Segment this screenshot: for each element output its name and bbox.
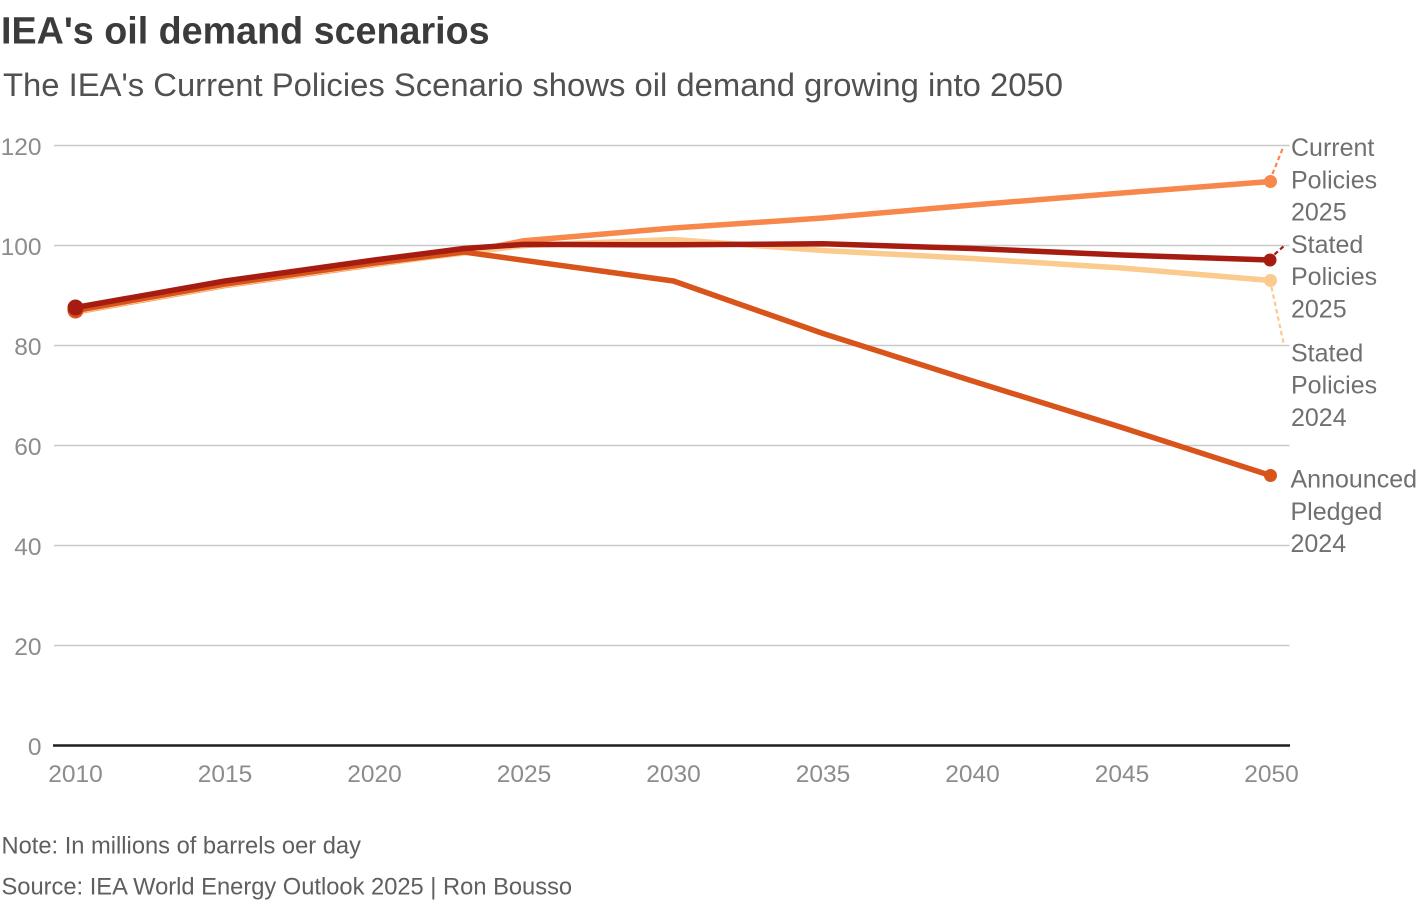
svg-text:2050: 2050 xyxy=(1244,761,1299,788)
svg-text:IEA's oil demand scenarios: IEA's oil demand scenarios xyxy=(1,10,490,52)
svg-text:20: 20 xyxy=(14,634,41,661)
svg-text:The IEA's Current Policies Sce: The IEA's Current Policies Scenario show… xyxy=(3,66,1063,103)
svg-text:2030: 2030 xyxy=(646,761,701,788)
svg-text:120: 120 xyxy=(1,134,42,161)
svg-text:Source: IEA World Energy Outlo: Source: IEA World Energy Outlook 2025 | … xyxy=(2,875,573,901)
svg-text:2045: 2045 xyxy=(1095,761,1150,788)
svg-text:80: 80 xyxy=(14,334,41,361)
svg-text:2040: 2040 xyxy=(945,761,1000,788)
svg-text:Note: In millions of barrels o: Note: In millions of barrels oer day xyxy=(2,834,362,860)
svg-text:2010: 2010 xyxy=(48,761,103,788)
svg-text:100: 100 xyxy=(1,234,42,261)
svg-text:2025: 2025 xyxy=(497,761,552,788)
svg-text:40: 40 xyxy=(14,534,41,561)
svg-text:2035: 2035 xyxy=(796,761,851,788)
svg-text:2020: 2020 xyxy=(347,761,402,788)
svg-text:60: 60 xyxy=(14,434,41,461)
svg-text:0: 0 xyxy=(28,734,42,761)
svg-text:2015: 2015 xyxy=(198,761,253,788)
